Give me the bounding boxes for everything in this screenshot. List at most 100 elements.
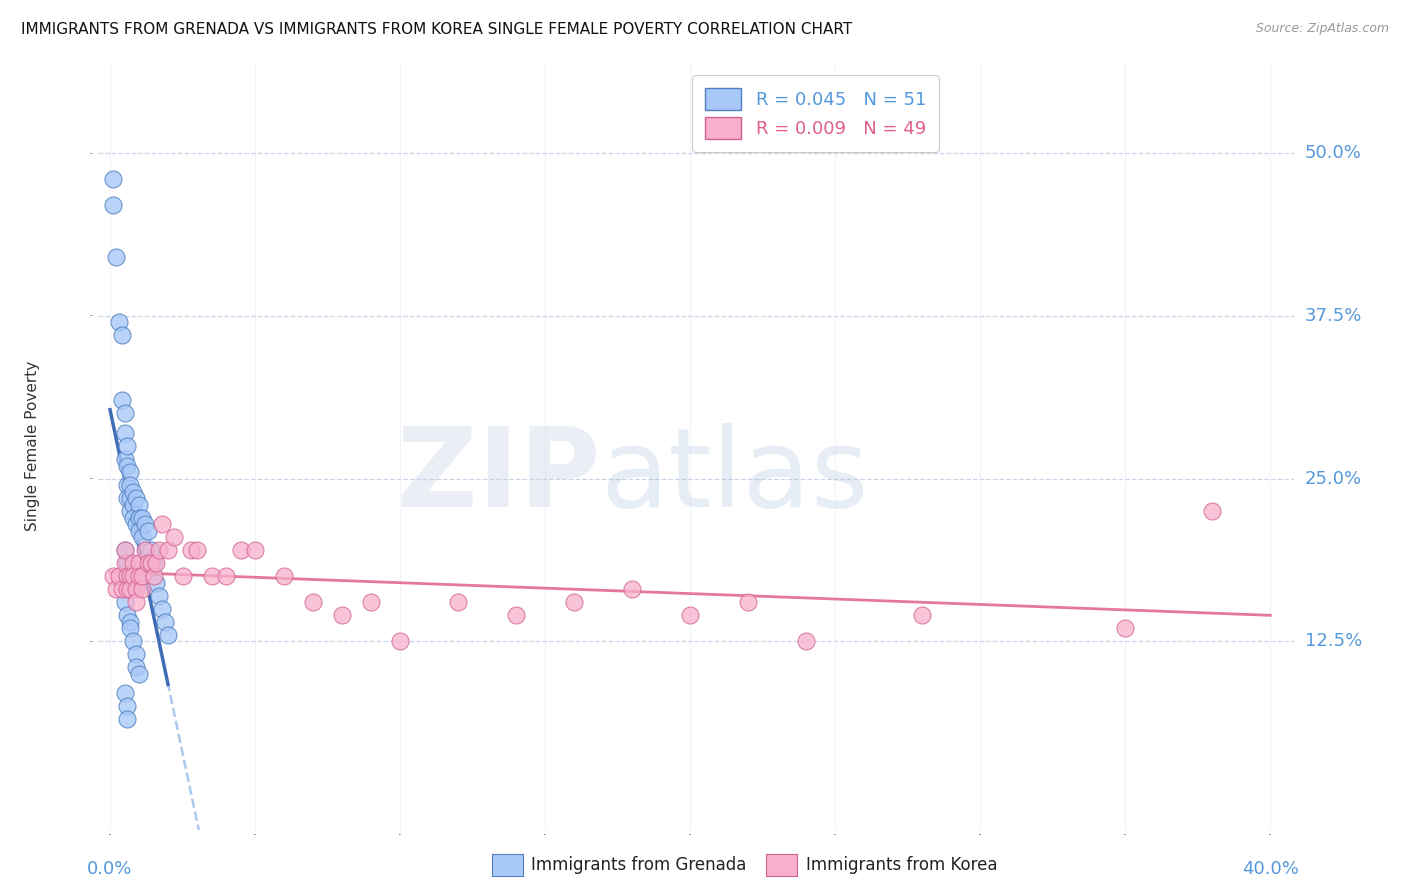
Text: Immigrants from Grenada: Immigrants from Grenada <box>531 856 747 874</box>
Point <box>122 498 145 512</box>
Text: ZIP: ZIP <box>396 423 600 530</box>
Point <box>122 510 145 524</box>
Point <box>157 543 180 558</box>
Point <box>229 543 252 558</box>
Point <box>148 589 170 603</box>
Point <box>107 316 129 330</box>
Point <box>128 524 150 538</box>
Point <box>120 478 142 492</box>
Point <box>104 251 127 265</box>
Point <box>125 582 148 596</box>
Point <box>330 607 353 622</box>
Point <box>215 569 238 583</box>
Point <box>1114 621 1136 635</box>
Point <box>114 425 136 440</box>
Point <box>104 582 127 596</box>
Point <box>139 556 162 570</box>
Point <box>117 439 139 453</box>
Text: Immigrants from Korea: Immigrants from Korea <box>806 856 997 874</box>
Point <box>101 569 124 583</box>
Text: Source: ZipAtlas.com: Source: ZipAtlas.com <box>1256 22 1389 36</box>
Point <box>142 556 165 570</box>
Point <box>794 634 817 648</box>
Legend: R = 0.045   N = 51, R = 0.009   N = 49: R = 0.045 N = 51, R = 0.009 N = 49 <box>692 75 939 152</box>
Point <box>117 712 139 726</box>
Point <box>114 595 136 609</box>
Point <box>111 328 134 343</box>
Point <box>120 582 142 596</box>
Point <box>122 634 145 648</box>
Text: IMMIGRANTS FROM GRENADA VS IMMIGRANTS FROM KOREA SINGLE FEMALE POVERTY CORRELATI: IMMIGRANTS FROM GRENADA VS IMMIGRANTS FR… <box>21 22 852 37</box>
Point <box>136 556 159 570</box>
Point <box>157 627 180 641</box>
Point <box>117 556 139 570</box>
Point <box>131 510 153 524</box>
Point <box>131 530 153 544</box>
Point <box>153 615 176 629</box>
Point <box>114 407 136 421</box>
Point <box>120 569 142 583</box>
Point <box>505 607 527 622</box>
Point <box>114 543 136 558</box>
Point <box>150 516 173 531</box>
Point <box>131 569 153 583</box>
Point <box>101 172 124 186</box>
Point <box>117 607 139 622</box>
Point <box>163 530 186 544</box>
Text: atlas: atlas <box>600 423 869 530</box>
Point <box>120 621 142 635</box>
Text: Single Female Poverty: Single Female Poverty <box>25 361 41 531</box>
Point <box>200 569 222 583</box>
Text: 0.0%: 0.0% <box>87 860 132 878</box>
Point <box>142 569 165 583</box>
Point <box>111 393 134 408</box>
Point <box>117 582 139 596</box>
Text: 12.5%: 12.5% <box>1305 632 1362 650</box>
Point <box>122 582 145 596</box>
Point <box>302 595 325 609</box>
Point <box>389 634 412 648</box>
Point <box>139 543 162 558</box>
Point <box>114 543 136 558</box>
Point <box>120 504 142 518</box>
Text: 37.5%: 37.5% <box>1305 307 1362 325</box>
Point <box>120 615 142 629</box>
Point <box>128 569 150 583</box>
Point <box>125 595 148 609</box>
Point <box>120 465 142 479</box>
Point <box>172 569 194 583</box>
Point <box>120 491 142 505</box>
Point <box>145 575 167 590</box>
Point <box>679 607 702 622</box>
Point <box>128 510 150 524</box>
Point <box>107 569 129 583</box>
Point <box>125 660 148 674</box>
Point <box>136 524 159 538</box>
Text: 25.0%: 25.0% <box>1305 469 1362 488</box>
Point <box>128 556 150 570</box>
Point <box>243 543 266 558</box>
Point <box>122 484 145 499</box>
Point <box>180 543 202 558</box>
Point <box>911 607 934 622</box>
Point <box>186 543 208 558</box>
Point <box>101 198 124 212</box>
Point <box>117 478 139 492</box>
Point <box>134 516 156 531</box>
Point <box>134 543 156 558</box>
Point <box>117 699 139 714</box>
Point <box>562 595 585 609</box>
Point <box>120 569 142 583</box>
Point <box>360 595 382 609</box>
Point <box>117 569 139 583</box>
Point <box>117 491 139 505</box>
Point <box>114 686 136 700</box>
Point <box>1201 504 1223 518</box>
Text: 50.0%: 50.0% <box>1305 145 1361 162</box>
Point <box>125 647 148 661</box>
Point <box>122 569 145 583</box>
Point <box>148 543 170 558</box>
Text: 40.0%: 40.0% <box>1241 860 1299 878</box>
Point <box>125 516 148 531</box>
Point <box>273 569 295 583</box>
